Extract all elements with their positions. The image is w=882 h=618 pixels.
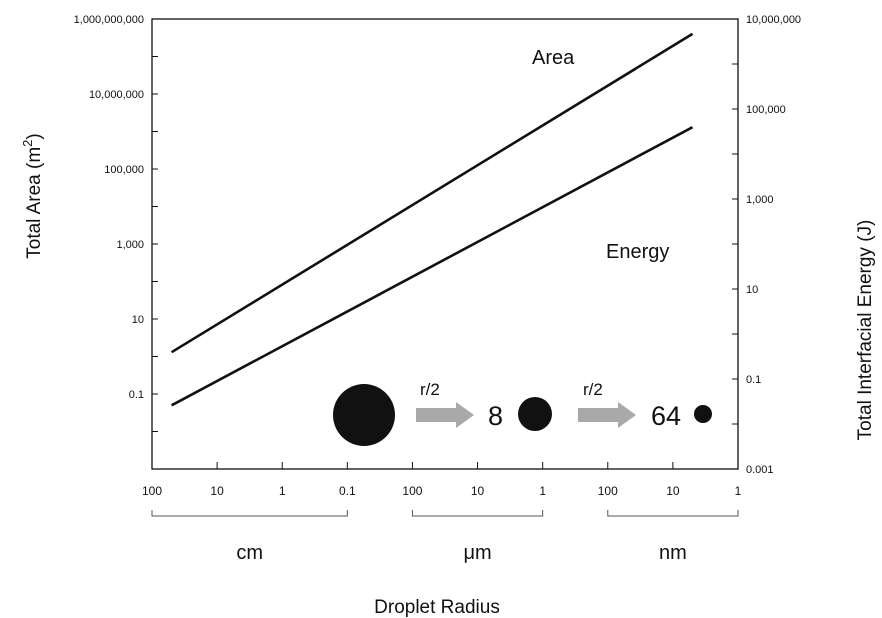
x-axis-title: Droplet Radius: [374, 597, 500, 618]
right-tick-label: 1,000: [746, 194, 774, 206]
droplet-count-8: 8: [488, 401, 503, 431]
droplet-large: [333, 384, 395, 446]
unit-bracket: [607, 510, 739, 517]
left-tick-label: 1,000,000,000: [74, 14, 144, 26]
unit-label-3: nm: [659, 542, 687, 564]
left-axis: 1,000,000,000 10,000,000 100,000 1,000 10 0.1: [74, 14, 158, 432]
arrow-label-1: r/2: [420, 380, 440, 399]
right-tick-label: 100,000: [746, 104, 786, 116]
unit-label-1: cm: [236, 542, 263, 564]
left-tick-label: 10: [132, 314, 144, 326]
droplet-small: [694, 405, 712, 423]
left-tick-label: 0.1: [129, 389, 144, 401]
x-tick-label: 1: [539, 484, 546, 498]
series-line-energy: [170, 126, 694, 407]
x-tick-label: 1: [279, 484, 286, 498]
arrow-right-icon: [416, 402, 474, 428]
x-tick-label: 100: [598, 484, 618, 498]
x-tick-label: 10: [666, 484, 680, 498]
droplet-illustration: r/2 8 r/2 64: [333, 380, 712, 446]
y-axis-title-right: Total Interfacial Energy (J): [855, 220, 876, 441]
unit-label-2: μm: [463, 542, 491, 564]
x-tick-label: 100: [402, 484, 422, 498]
left-tick-label: 10,000,000: [89, 89, 144, 101]
x-tick-label: 10: [210, 484, 224, 498]
right-axis: 10,000,000 100,000 1,000 10 0.1 0.001: [732, 14, 801, 476]
droplet-count-64: 64: [651, 401, 681, 431]
series-lines: [170, 32, 694, 407]
unit-brackets: cm μm nm: [151, 510, 739, 564]
series-line-area: [170, 32, 694, 354]
x-axis: 100 10 1 0.1 100 10 1 100 10 1: [142, 462, 742, 498]
right-tick-label: 10: [746, 284, 758, 296]
y-axis-title-left: Total Area (m2): [20, 133, 45, 259]
left-tick-label: 100,000: [104, 164, 144, 176]
x-tick-label: 100: [142, 484, 162, 498]
x-tick-label: 0.1: [339, 484, 356, 498]
right-tick-label: 0.001: [746, 464, 774, 476]
series-label-area: Area: [532, 47, 575, 69]
unit-bracket: [411, 510, 544, 517]
droplet-medium: [518, 397, 552, 431]
series-label-energy: Energy: [606, 241, 669, 263]
left-tick-label: 1,000: [116, 239, 144, 251]
x-tick-label: 10: [471, 484, 485, 498]
unit-bracket: [151, 510, 348, 517]
x-tick-label: 1: [735, 484, 742, 498]
right-tick-label: 0.1: [746, 374, 761, 386]
arrow-label-2: r/2: [583, 380, 603, 399]
arrow-right-icon: [578, 402, 636, 428]
right-tick-label: 10,000,000: [746, 14, 801, 26]
